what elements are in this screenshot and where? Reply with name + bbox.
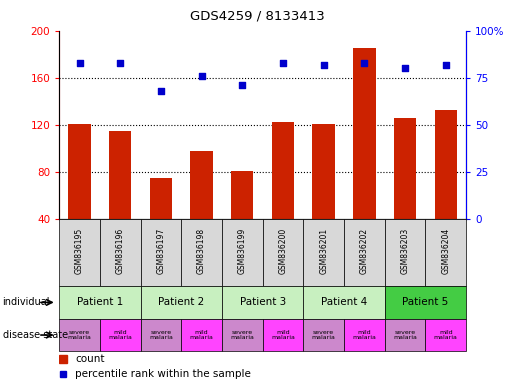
Point [401,65,409,71]
Text: Patient 1: Patient 1 [77,297,123,308]
Point [441,61,450,68]
Text: disease state: disease state [3,330,67,340]
Bar [59,219,100,286]
Bar [385,319,425,351]
Bar [68,124,91,219]
Text: mild
malaria: mild malaria [190,329,214,341]
Bar [231,170,253,219]
Bar [263,219,303,286]
Text: GSM836204: GSM836204 [441,228,450,274]
Text: GSM836201: GSM836201 [319,228,328,274]
Text: severe
malaria: severe malaria [312,329,336,341]
Text: GSM836200: GSM836200 [279,228,287,274]
Bar [303,219,344,286]
Point [75,60,83,66]
Bar [150,178,172,219]
Text: GSM836198: GSM836198 [197,228,206,274]
Bar [222,319,263,351]
Text: mild
malaria: mild malaria [271,329,295,341]
Bar [272,122,294,219]
Point [197,73,205,79]
Bar [313,124,335,219]
Bar [181,319,222,351]
Text: mild
malaria: mild malaria [352,329,376,341]
Text: GSM836203: GSM836203 [401,228,409,274]
Bar [425,319,466,351]
Bar [353,48,375,219]
Text: GDS4259 / 8133413: GDS4259 / 8133413 [190,10,325,23]
Text: mild
malaria: mild malaria [434,329,458,341]
Bar [100,219,141,286]
Text: percentile rank within the sample: percentile rank within the sample [75,369,251,379]
Bar [59,319,100,351]
Point [116,60,124,66]
Text: GSM836199: GSM836199 [238,228,247,274]
Bar [303,319,344,351]
Text: Patient 2: Patient 2 [158,297,204,308]
Bar [425,219,466,286]
Bar [141,286,222,319]
Bar [191,151,213,219]
Point [279,60,287,66]
Bar [344,219,385,286]
Bar [59,286,141,319]
Bar [222,286,303,319]
Text: severe
malaria: severe malaria [393,329,417,341]
Text: Patient 4: Patient 4 [321,297,367,308]
Bar [385,286,466,319]
Text: severe
malaria: severe malaria [230,329,254,341]
Bar [181,219,222,286]
Bar [344,319,385,351]
Text: count: count [75,354,105,364]
Bar [141,219,181,286]
Text: mild
malaria: mild malaria [108,329,132,341]
Bar [385,219,425,286]
Text: Patient 3: Patient 3 [239,297,286,308]
Text: GSM836202: GSM836202 [360,228,369,274]
Text: GSM836195: GSM836195 [75,228,84,274]
Point [319,61,328,68]
Bar [435,109,457,219]
Bar [303,286,385,319]
Text: severe
malaria: severe malaria [149,329,173,341]
Bar [141,319,181,351]
Point [238,82,246,88]
Text: individual: individual [3,297,50,308]
Bar [222,219,263,286]
Point [360,60,368,66]
Text: severe
malaria: severe malaria [67,329,92,341]
Text: GSM836196: GSM836196 [116,228,125,274]
Text: Patient 5: Patient 5 [402,297,449,308]
Bar [100,319,141,351]
Point [157,88,165,94]
Bar [263,319,303,351]
Bar [109,131,131,219]
Bar [394,118,416,219]
Text: GSM836197: GSM836197 [157,228,165,274]
